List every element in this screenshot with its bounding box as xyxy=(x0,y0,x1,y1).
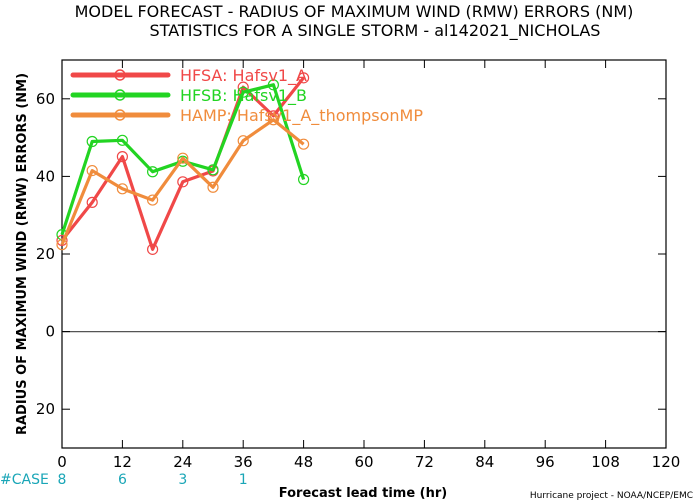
series-point xyxy=(116,183,129,195)
x-tick-label: 96 xyxy=(536,453,555,471)
x-tick-label: 12 xyxy=(113,453,132,471)
y-tick-label: 0 xyxy=(45,323,55,341)
legend-marker xyxy=(114,89,126,101)
series-line xyxy=(60,76,305,251)
series-point xyxy=(207,164,219,176)
series-point xyxy=(177,152,189,164)
series-point xyxy=(116,134,129,146)
legend-label: HFSB: Hafsv1_B xyxy=(180,86,307,106)
case-counts: #CASE 8 6 3 1 xyxy=(0,472,248,488)
x-tick-label: 60 xyxy=(354,453,373,471)
y-tick-label: 40 xyxy=(36,167,55,185)
series-point xyxy=(237,86,249,98)
series-point xyxy=(147,243,159,255)
series-0 xyxy=(56,72,310,255)
series-1 xyxy=(56,79,310,241)
y-tick-label: 60 xyxy=(36,90,55,108)
y-axis-label: RADIUS OF MAXIMUM WIND (RMW) ERRORS (NM) xyxy=(15,73,30,435)
case-count: 6 xyxy=(118,472,127,488)
x-tick-label: 108 xyxy=(591,453,620,471)
case-count: 3 xyxy=(178,472,187,488)
y-tick-label: 20 xyxy=(36,245,55,263)
legend-marker xyxy=(114,69,126,81)
series-point xyxy=(56,239,68,251)
series-point xyxy=(86,196,98,208)
chart-title: MODEL FORECAST - RADIUS OF MAXIMUM WIND … xyxy=(75,2,634,21)
x-axis-label: Forecast lead time (hr) xyxy=(279,486,447,501)
x-tick-label: 36 xyxy=(234,453,253,471)
axes: 0 12 24 36 48 60 72 84 96 108 120 20 0 20 40 60 xyxy=(36,60,680,471)
series-2 xyxy=(56,114,310,251)
series-line xyxy=(60,83,306,236)
series-point xyxy=(298,138,310,150)
series-point xyxy=(267,114,279,126)
case-count: 1 xyxy=(239,472,248,488)
legend-marker xyxy=(114,109,126,121)
series-point xyxy=(147,166,159,178)
x-tick-label: 48 xyxy=(294,453,313,471)
case-count: 8 xyxy=(58,472,67,488)
series-point xyxy=(237,135,249,147)
legend-label: HAMP: Hafsv1_A_thompsonMP xyxy=(180,106,423,126)
y-tick-label: 20 xyxy=(36,400,55,418)
series-point xyxy=(267,79,279,91)
series-point xyxy=(147,194,159,206)
x-tick-label: 24 xyxy=(173,453,192,471)
credit-text: Hurricane project - NOAA/NCEP/EMC xyxy=(530,491,693,501)
series-point xyxy=(86,164,98,177)
x-tick-label: 0 xyxy=(57,453,67,471)
series-point xyxy=(207,181,219,193)
x-tick-label: 120 xyxy=(652,453,681,471)
series-point xyxy=(298,72,310,84)
case-heading: #CASE xyxy=(0,472,49,488)
series-point xyxy=(298,173,310,186)
x-tick-label: 84 xyxy=(475,453,494,471)
series-point xyxy=(177,176,189,188)
x-tick-label: 72 xyxy=(415,453,434,471)
series-point xyxy=(86,135,98,148)
series-point xyxy=(56,234,68,247)
series-point xyxy=(116,151,129,163)
series-layer xyxy=(56,72,310,255)
chart-subtitle: STATISTICS FOR A SINGLE STORM - al142021… xyxy=(150,21,601,41)
series-line xyxy=(60,118,305,246)
legend-label: HFSA: Hafsv1_A xyxy=(180,66,307,86)
